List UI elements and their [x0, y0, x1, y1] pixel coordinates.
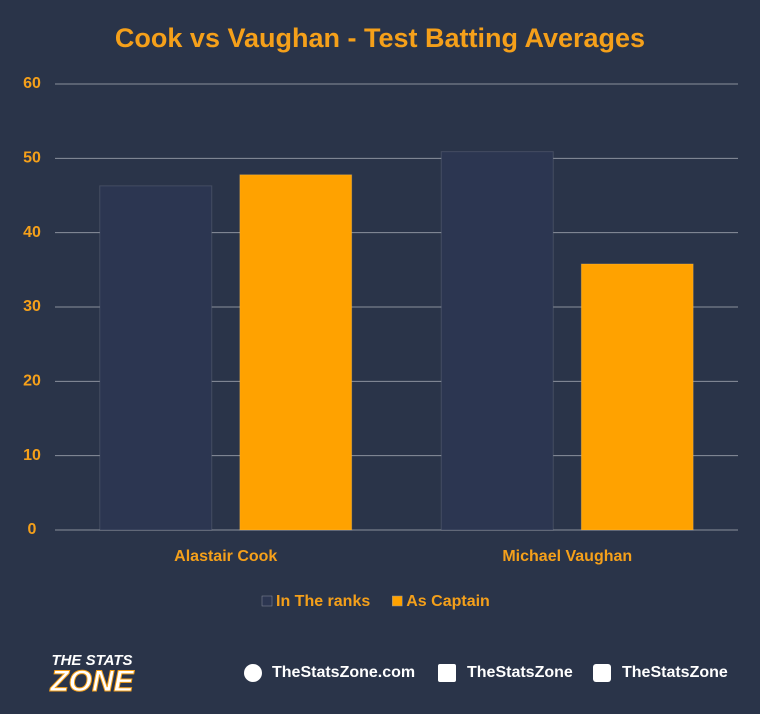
- x-tick-label: Alastair Cook: [174, 548, 277, 565]
- bar: [440, 151, 554, 531]
- y-tick-label: 0: [28, 521, 37, 538]
- y-tick-label: 50: [23, 150, 41, 167]
- logo-top: THE STATS: [51, 652, 132, 669]
- chart-title: Cook vs Vaughan - Test Batting Averages: [115, 23, 645, 53]
- y-tick-label: 30: [23, 298, 41, 315]
- globe-icon: [244, 664, 262, 682]
- legend-swatch: [392, 595, 403, 607]
- legend-swatch: [261, 595, 273, 607]
- legend-label: As Captain: [406, 593, 490, 610]
- legend-label: In The ranks: [276, 593, 370, 610]
- twitter-icon: [593, 664, 611, 682]
- bar: [239, 174, 353, 531]
- y-tick-label: 10: [23, 447, 41, 464]
- logo-bottom: ZONE: [49, 665, 134, 698]
- facebook: TheStatsZone: [467, 664, 573, 681]
- footer: THE STATS ZONE TheStatsZone.com TheStats…: [49, 652, 728, 698]
- y-tick-label: 60: [23, 75, 41, 92]
- bar: [99, 185, 213, 531]
- facebook-icon: [438, 664, 456, 682]
- y-tick-label: 40: [23, 224, 41, 241]
- website: TheStatsZone.com: [272, 664, 415, 681]
- twitter: TheStatsZone: [622, 664, 728, 681]
- x-tick-label: Michael Vaughan: [502, 548, 632, 565]
- y-tick-label: 20: [23, 373, 41, 390]
- bar: [580, 263, 694, 531]
